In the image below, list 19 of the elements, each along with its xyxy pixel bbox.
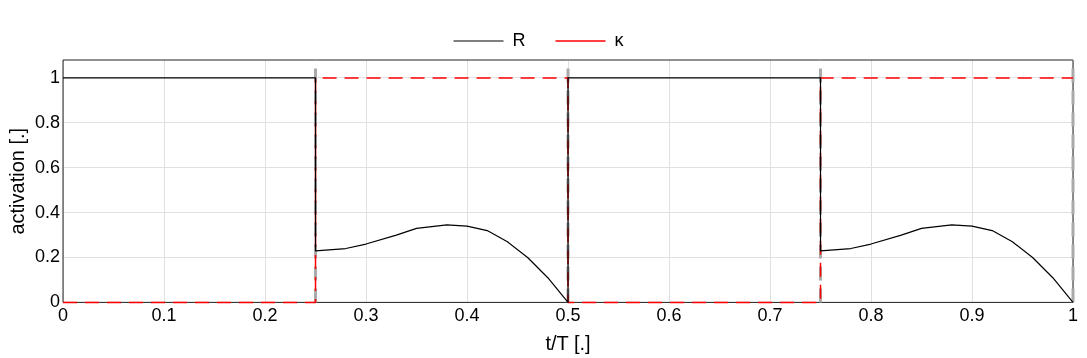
y-tick-label: 0.8 bbox=[34, 111, 61, 132]
x-tick-label: 0.8 bbox=[858, 305, 884, 326]
x-tick-label: 1 bbox=[1067, 305, 1079, 326]
x-axis-title: t/T [.] bbox=[545, 331, 591, 354]
x-tick-label: 0.3 bbox=[353, 305, 379, 326]
y-tick-label: 0.6 bbox=[34, 156, 61, 177]
x-tick-label: 0.1 bbox=[151, 305, 177, 326]
x-tick-label: 0.4 bbox=[454, 305, 480, 326]
y-tick-label: 0.4 bbox=[34, 201, 61, 222]
y-axis-title: activation [.] bbox=[5, 127, 28, 235]
x-tick-label: 0.7 bbox=[757, 305, 783, 326]
x-tick-label: 0.9 bbox=[959, 305, 985, 326]
x-tick-label: 0.6 bbox=[656, 305, 682, 326]
y-tick-label: 1 bbox=[50, 66, 61, 87]
legend-label: R bbox=[512, 29, 526, 50]
x-tick-label: 0.2 bbox=[252, 305, 278, 326]
x-tick-label: 0.5 bbox=[555, 305, 581, 326]
y-tick-label: 0.2 bbox=[34, 246, 61, 267]
legend-label: κ bbox=[614, 29, 625, 50]
